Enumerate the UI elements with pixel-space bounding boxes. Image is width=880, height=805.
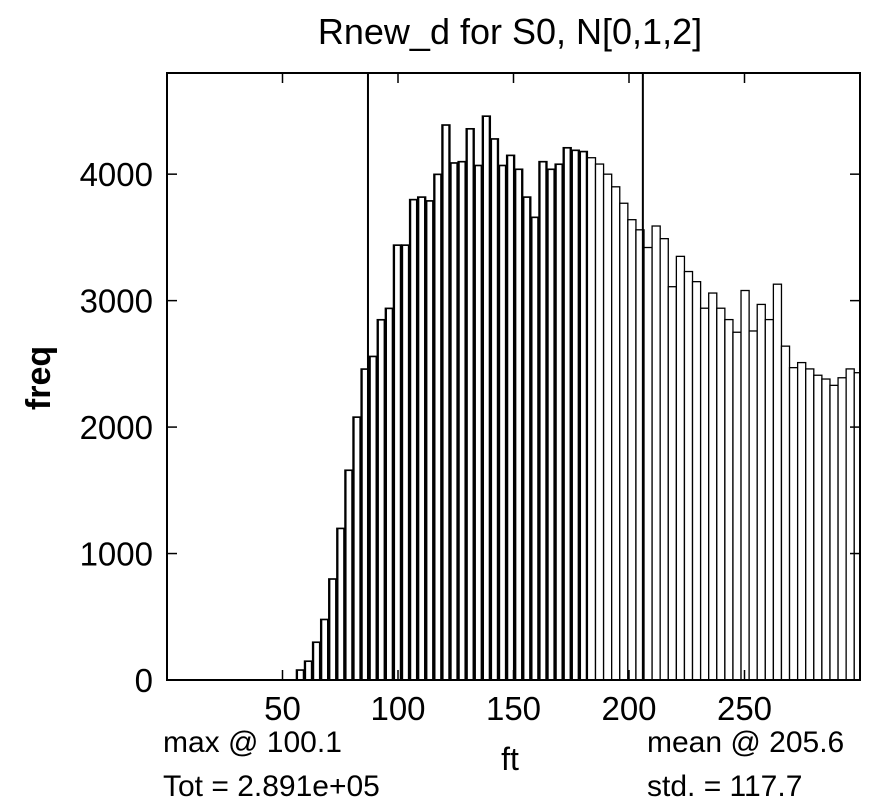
histogram-bar-inner: [532, 218, 538, 679]
histogram-bar: [813, 374, 823, 681]
histogram-bar-inner: [500, 166, 505, 679]
histogram-bar: [845, 368, 855, 681]
x-tick-label: 250: [717, 690, 772, 727]
histogram-bar: [780, 345, 791, 681]
histogram-bars: [295, 115, 861, 681]
histogram-bar: [756, 303, 766, 681]
histogram-bar-inner: [306, 662, 311, 679]
histogram-bar: [740, 289, 750, 681]
histogram-bar: [764, 318, 775, 681]
max-stat: max @ 100.1: [163, 726, 342, 759]
histogram-bar: [627, 219, 637, 681]
axis-ticks: 50 100 150 200 250 0 1000 2000 3000 4000: [80, 73, 860, 727]
histogram-bar-inner: [556, 165, 562, 680]
total-stat: Tot = 2.891e+05: [163, 770, 380, 803]
std-stat: std. = 117.7: [647, 770, 802, 803]
reference-lines: [366, 73, 644, 680]
histogram-bar: [788, 366, 799, 681]
histogram-bar-inner: [459, 162, 465, 679]
histogram-bar-inner: [451, 163, 457, 680]
histogram-bar-inner: [508, 156, 513, 679]
histogram-bar: [837, 377, 847, 681]
histogram-bar-inner: [386, 309, 392, 679]
histogram-bar: [716, 307, 726, 681]
histogram-bar-inner: [330, 579, 336, 679]
histogram-bar: [675, 255, 686, 681]
histogram-bar: [586, 157, 597, 681]
histogram-bar-inner: [411, 200, 416, 679]
histogram-bar-inner: [346, 471, 352, 679]
histogram-bar: [805, 368, 815, 681]
histogram-bar-inner: [419, 197, 425, 679]
mean-stat: mean @ 205.6: [647, 726, 844, 759]
histogram-bar-inner: [338, 529, 344, 679]
histogram-bar-inner: [322, 620, 327, 679]
histogram-bar: [748, 330, 758, 681]
histogram-bar: [602, 173, 613, 681]
x-tick-label: 150: [486, 690, 541, 727]
histogram-bar-inner: [564, 148, 570, 680]
histogram-bar-inner: [378, 320, 384, 679]
histogram-bar-inner: [403, 245, 408, 680]
y-tick-label: 4000: [80, 156, 153, 193]
histogram-bar-inner: [395, 245, 400, 680]
histogram-bar: [594, 163, 605, 681]
histogram-bar-inner: [484, 117, 489, 679]
histogram-bar: [643, 246, 653, 681]
x-tick-label: 100: [370, 690, 425, 727]
histogram-bar-inner: [427, 201, 433, 679]
histogram-bar-inner: [524, 197, 530, 679]
x-tick-label: 200: [601, 690, 656, 727]
histogram-bar-inner: [435, 175, 441, 680]
histogram-bar: [724, 318, 734, 681]
histogram-bar-inner: [354, 417, 360, 679]
histogram-bar: [708, 292, 718, 681]
histogram-bar-inner: [370, 357, 376, 679]
histogram-bar: [651, 225, 661, 681]
histogram-bar: [619, 202, 629, 681]
histogram-bar: [699, 307, 710, 681]
histogram-bar: [691, 281, 702, 681]
histogram-bar: [772, 283, 783, 681]
chart-title: Rnew_d for S0, N[0,1,2]: [318, 11, 702, 52]
histogram-bar-inner: [548, 170, 554, 680]
y-tick-label: 3000: [80, 283, 153, 320]
histogram-bar-inner: [314, 643, 319, 679]
histogram-bar: [667, 286, 678, 681]
histogram-bar-inner: [581, 152, 586, 679]
histogram-bar: [659, 238, 669, 681]
histogram-bar-inner: [492, 139, 497, 679]
histogram-bar-inner: [443, 125, 449, 680]
histogram-bar: [732, 331, 742, 681]
x-tick-label: 50: [264, 690, 301, 727]
histogram-bar-inner: [516, 170, 522, 680]
x-axis-label: ft: [501, 741, 519, 777]
histogram-bar: [611, 186, 621, 681]
histogram-bar-inner: [362, 369, 368, 679]
histogram-bar-inner: [572, 151, 578, 679]
histogram-bar: [796, 361, 807, 681]
histogram-bar: [683, 270, 694, 681]
histogram-bar: [821, 378, 831, 681]
y-tick-label: 1000: [80, 536, 153, 573]
histogram-bar-inner: [475, 166, 481, 679]
y-axis-label: freq: [20, 346, 58, 410]
histogram-bar-inner: [540, 162, 546, 679]
y-tick-label: 0: [135, 662, 153, 699]
histogram-bar-inner: [467, 129, 473, 679]
histogram-bar-inner: [298, 670, 303, 679]
histogram-bar: [829, 384, 839, 681]
y-tick-label: 2000: [80, 409, 153, 446]
